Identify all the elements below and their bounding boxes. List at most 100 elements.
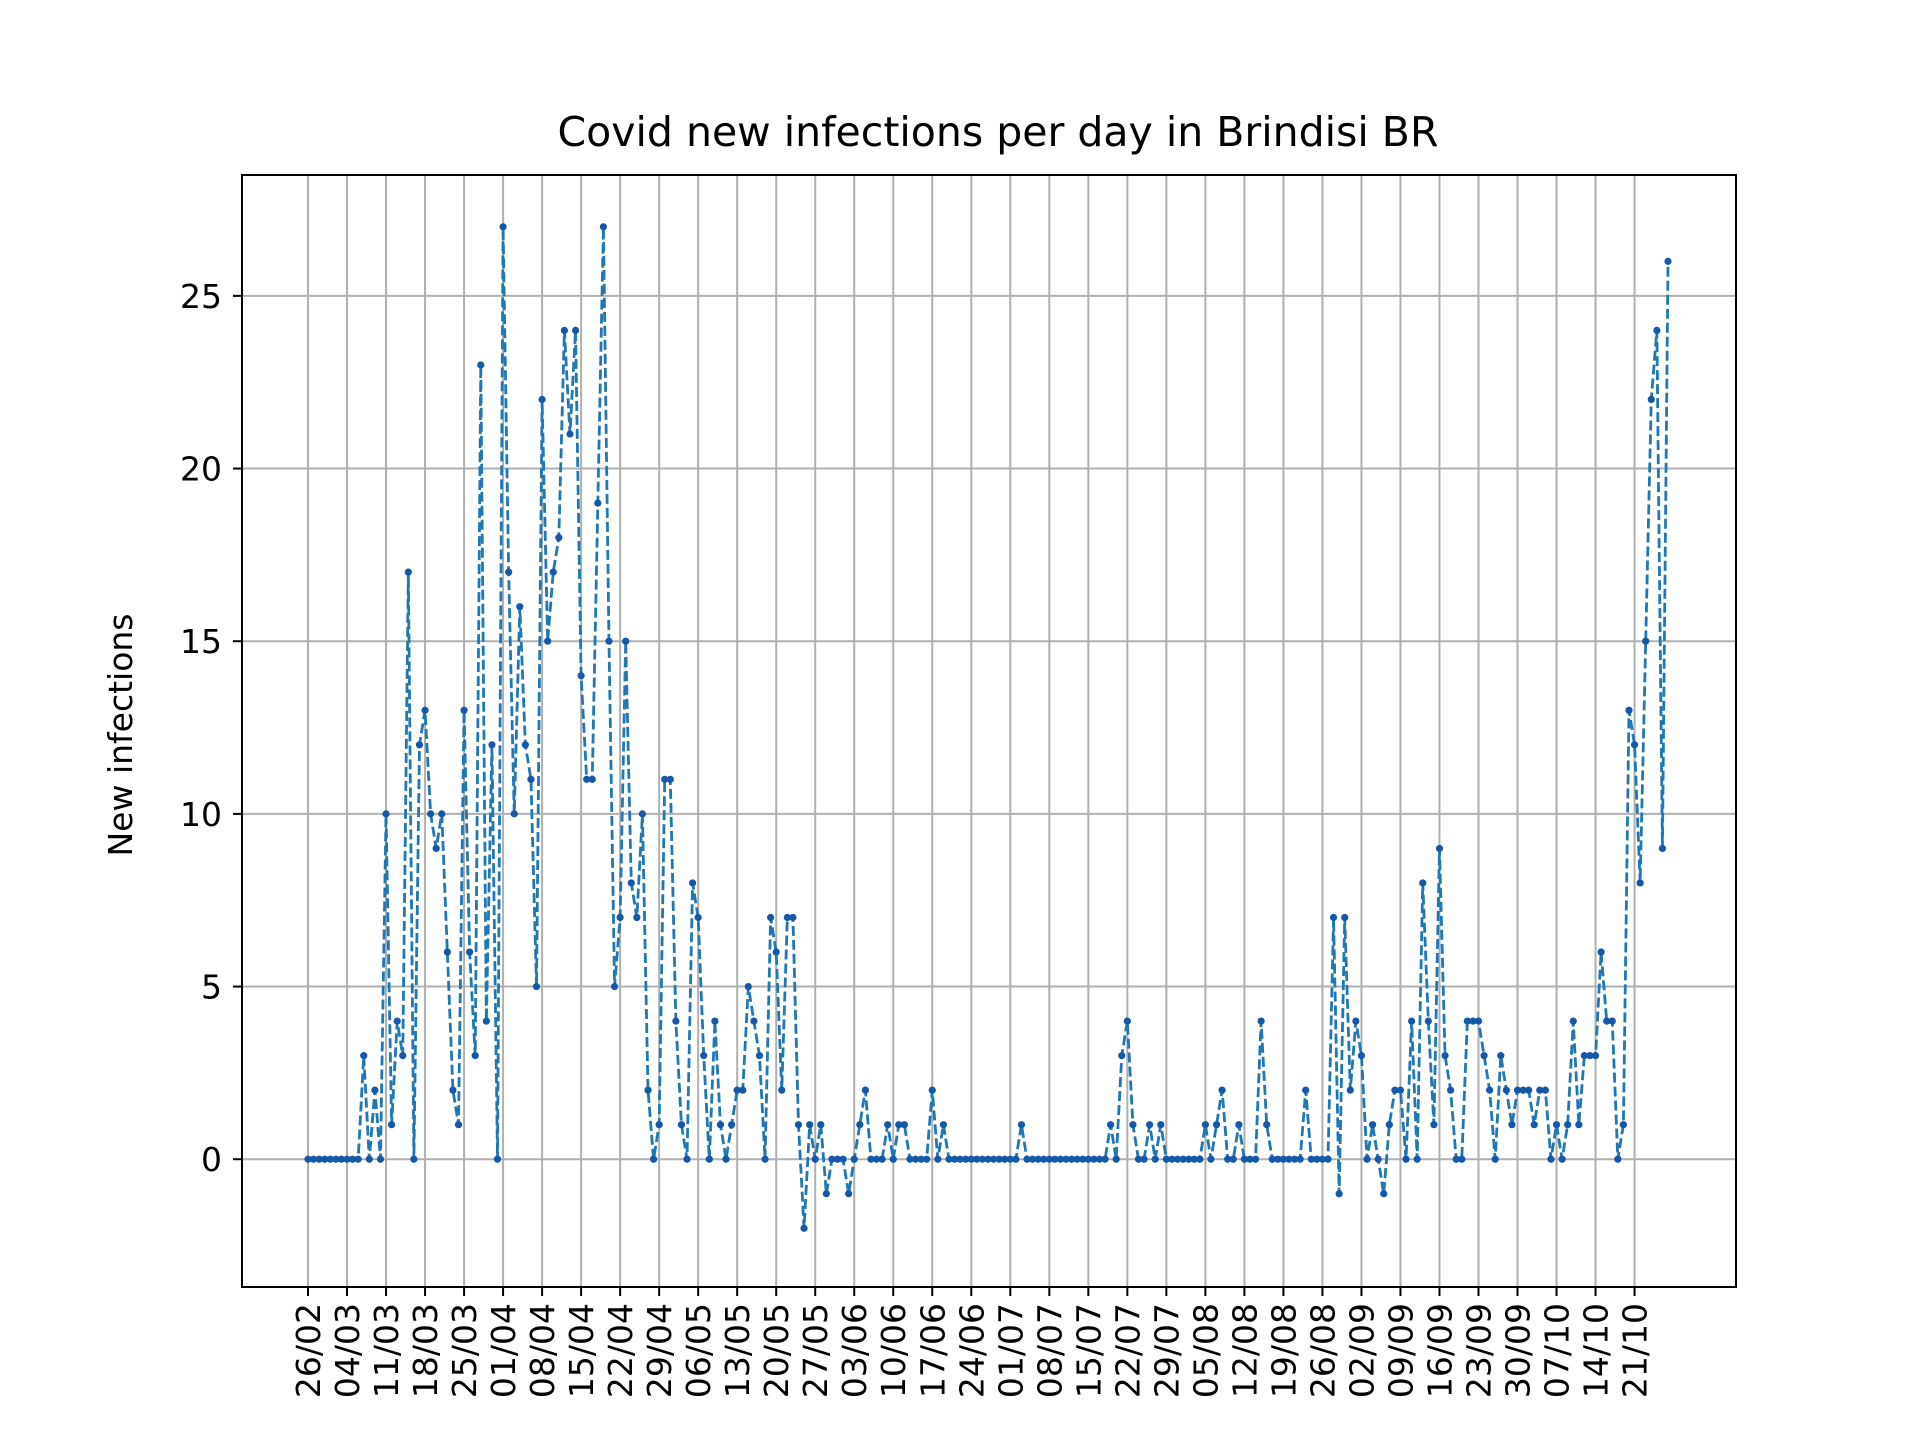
data-point bbox=[1363, 1155, 1371, 1163]
data-point bbox=[622, 637, 630, 645]
data-point bbox=[822, 1190, 830, 1198]
x-tick-label: 12/08 bbox=[1225, 1303, 1264, 1398]
data-point bbox=[1463, 1017, 1471, 1025]
data-point bbox=[867, 1155, 875, 1163]
x-tick-label: 03/06 bbox=[835, 1303, 874, 1398]
data-point bbox=[315, 1155, 323, 1163]
data-point bbox=[800, 1224, 808, 1232]
y-tick-label: 0 bbox=[201, 1140, 222, 1179]
data-point bbox=[555, 534, 563, 542]
data-point bbox=[1391, 1086, 1399, 1094]
data-point bbox=[755, 1052, 764, 1060]
data-point bbox=[1458, 1155, 1466, 1163]
data-point bbox=[1474, 1017, 1483, 1025]
data-point bbox=[1263, 1121, 1271, 1129]
data-point bbox=[1257, 1017, 1265, 1025]
data-point bbox=[1068, 1155, 1076, 1163]
data-point bbox=[1497, 1052, 1505, 1060]
x-tick-label: 06/05 bbox=[679, 1303, 718, 1398]
data-point bbox=[594, 499, 602, 507]
data-point bbox=[1151, 1155, 1159, 1163]
data-point bbox=[649, 1155, 658, 1163]
data-point bbox=[1212, 1121, 1221, 1129]
data-point bbox=[950, 1155, 959, 1163]
data-point bbox=[934, 1155, 942, 1163]
data-point bbox=[1313, 1155, 1321, 1163]
data-point bbox=[549, 568, 557, 576]
data-point bbox=[733, 1086, 741, 1094]
data-point bbox=[783, 913, 791, 922]
data-point bbox=[1112, 1155, 1120, 1163]
data-point bbox=[1185, 1155, 1193, 1163]
data-point bbox=[895, 1121, 903, 1129]
data-point bbox=[711, 1017, 719, 1025]
data-point bbox=[728, 1121, 736, 1129]
y-tick-label: 10 bbox=[180, 795, 222, 834]
data-point bbox=[655, 1121, 663, 1129]
data-point bbox=[493, 1155, 502, 1163]
data-point bbox=[1324, 1155, 1332, 1163]
data-point bbox=[694, 913, 702, 922]
data-point bbox=[499, 223, 507, 231]
data-point bbox=[1279, 1155, 1288, 1163]
x-tick-label: 18/03 bbox=[406, 1303, 445, 1398]
data-point bbox=[1251, 1155, 1260, 1163]
data-point bbox=[1207, 1155, 1215, 1163]
data-point bbox=[1040, 1155, 1048, 1163]
data-point bbox=[683, 1155, 691, 1163]
data-point bbox=[833, 1155, 842, 1163]
x-tick-label: 13/05 bbox=[718, 1303, 757, 1398]
y-tick-label: 15 bbox=[180, 622, 222, 661]
data-point bbox=[1447, 1086, 1455, 1094]
data-point bbox=[1101, 1155, 1109, 1163]
x-tick-label: 24/06 bbox=[952, 1303, 991, 1398]
data-point bbox=[1385, 1121, 1393, 1129]
data-point bbox=[1235, 1121, 1243, 1129]
data-point bbox=[1469, 1017, 1477, 1025]
data-point bbox=[1062, 1155, 1070, 1163]
data-point bbox=[532, 982, 541, 991]
data-point bbox=[1134, 1155, 1143, 1163]
x-tick-label: 01/07 bbox=[991, 1303, 1030, 1398]
data-point bbox=[454, 1121, 463, 1129]
data-point bbox=[1146, 1121, 1154, 1129]
data-point bbox=[861, 1086, 869, 1094]
data-point bbox=[633, 913, 641, 922]
data-point bbox=[1090, 1155, 1098, 1163]
x-tick-label: 05/08 bbox=[1186, 1303, 1225, 1398]
data-point bbox=[1430, 1121, 1438, 1129]
data-point bbox=[828, 1155, 836, 1163]
data-point bbox=[438, 810, 446, 818]
data-point bbox=[750, 1017, 758, 1025]
data-point bbox=[911, 1155, 920, 1163]
data-point bbox=[967, 1155, 975, 1163]
data-point bbox=[399, 1052, 407, 1060]
data-point bbox=[382, 810, 390, 818]
data-point bbox=[984, 1155, 992, 1163]
data-point bbox=[1396, 1086, 1405, 1094]
y-tick-label: 25 bbox=[180, 277, 222, 316]
data-point bbox=[443, 948, 451, 956]
data-point bbox=[995, 1155, 1003, 1163]
data-point bbox=[700, 1052, 708, 1060]
series-markers bbox=[304, 223, 1672, 1232]
data-point bbox=[588, 775, 596, 783]
data-point bbox=[722, 1155, 730, 1163]
data-point bbox=[1107, 1121, 1115, 1129]
data-point bbox=[1653, 326, 1661, 334]
data-point bbox=[605, 637, 613, 645]
data-point bbox=[1435, 844, 1444, 853]
data-point bbox=[1329, 913, 1338, 922]
data-point bbox=[973, 1155, 981, 1163]
data-point bbox=[348, 1155, 357, 1163]
data-point bbox=[627, 879, 635, 887]
data-point bbox=[817, 1121, 825, 1129]
plot-frame bbox=[241, 174, 1737, 1288]
data-point bbox=[1402, 1155, 1410, 1163]
data-point bbox=[538, 395, 546, 404]
data-point bbox=[1357, 1052, 1366, 1060]
x-tick-label: 30/09 bbox=[1499, 1303, 1538, 1398]
data-point bbox=[1502, 1086, 1510, 1094]
data-point bbox=[610, 982, 619, 991]
